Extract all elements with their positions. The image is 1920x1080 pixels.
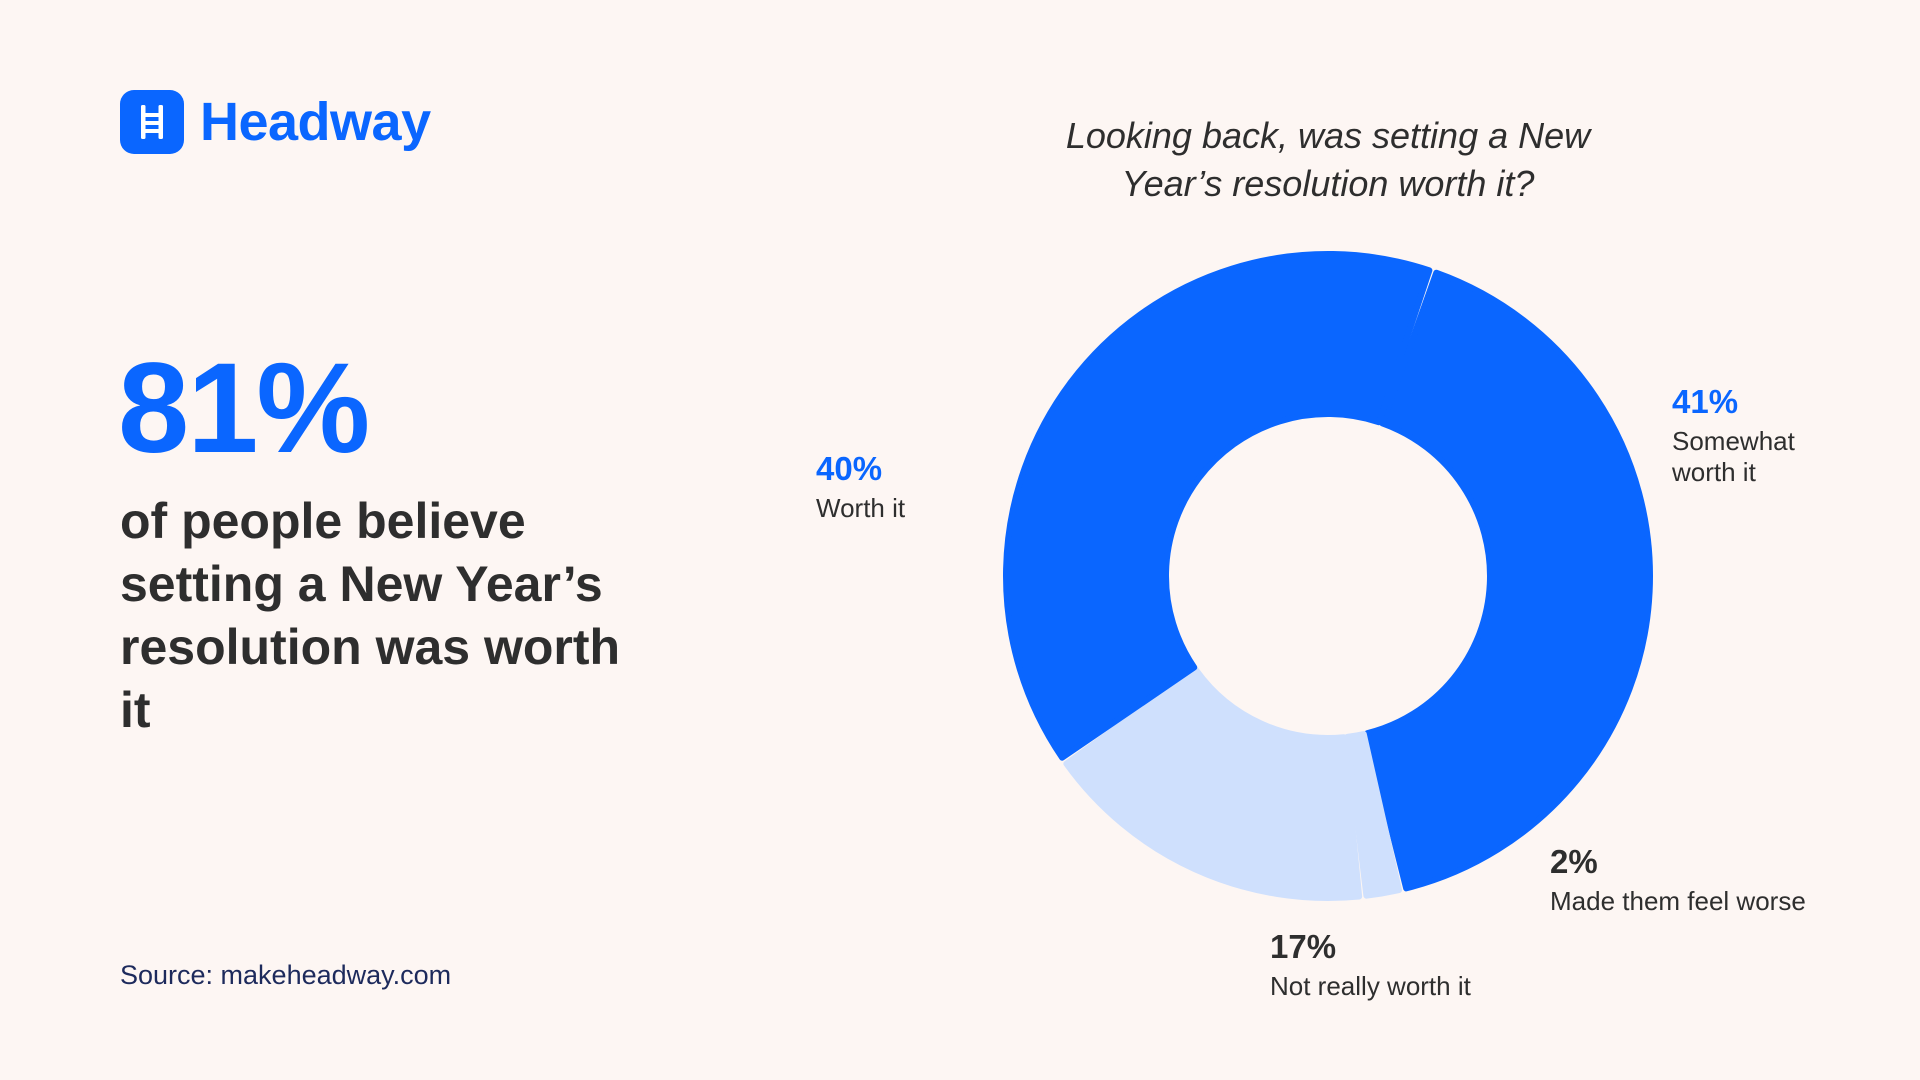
label-made-them-feel-worse: 2% Made them feel worse	[1550, 842, 1806, 917]
slice-percent: 41%	[1672, 383, 1739, 420]
slice-percent: 17%	[1270, 928, 1337, 965]
donut-slice-not-really-worth-it	[1063, 667, 1363, 901]
donut-slice-somewhat-worth-it	[1364, 269, 1653, 892]
label-somewhat-worth-it: 41% Somewhat worth it	[1672, 382, 1842, 488]
chart-title: Looking back, was setting a New Year’s r…	[1065, 115, 1591, 204]
ladder-icon	[120, 90, 184, 154]
label-not-really-worth-it: 17% Not really worth it	[1270, 927, 1471, 1002]
slice-label: Somewhat worth it	[1672, 425, 1795, 487]
slice-label: Made them feel worse	[1550, 885, 1806, 916]
brand-name: Headway	[200, 92, 431, 152]
slice-label: Worth it	[816, 492, 906, 523]
source-text: Source: makeheadway.com	[120, 960, 452, 990]
label-worth-it: 40% Worth it	[816, 449, 905, 524]
slice-label: Not really worth it	[1270, 970, 1471, 1001]
brand-logo: Headway	[120, 90, 431, 154]
donut-slice-worth-it	[1002, 251, 1433, 761]
headline-stat: 81%	[118, 337, 370, 480]
donut-slice-made-them-feel-worse	[1344, 731, 1403, 899]
slice-percent: 40%	[816, 450, 883, 487]
slice-percent: 2%	[1550, 843, 1598, 880]
headline-description: of people believe setting a New Year’s r…	[120, 493, 621, 738]
